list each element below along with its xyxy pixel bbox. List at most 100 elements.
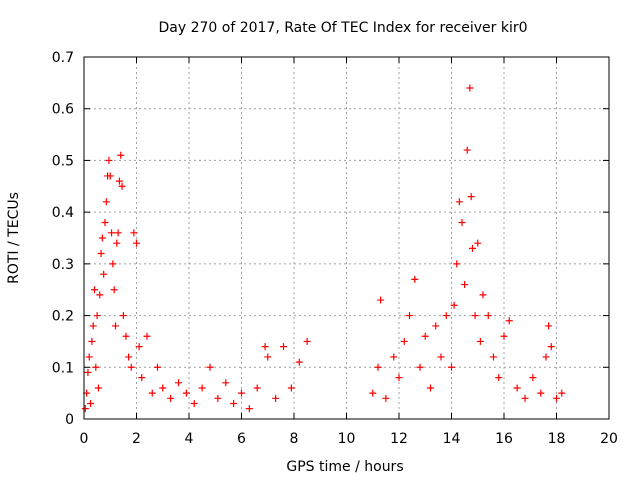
data-point [125,353,133,361]
y-tick-label: 0 [65,412,74,428]
data-point [110,286,118,294]
data-point [542,353,550,361]
data-point [466,84,474,92]
x-tick-label: 14 [443,431,461,447]
data-point [108,229,116,237]
data-point [206,363,214,371]
data-point [222,379,230,387]
data-point [114,229,122,237]
data-point [455,198,463,206]
data-point [175,379,182,387]
data-point [154,363,161,371]
data-point [182,389,190,397]
data-point [529,374,537,382]
data-point [119,312,127,320]
data-point [117,151,125,159]
x-tick-label: 16 [495,431,513,447]
data-point [133,239,140,247]
data-point [238,389,245,397]
data-point [84,368,92,376]
data-point [467,193,475,201]
data-point [135,343,143,351]
data-point [100,270,108,278]
x-tick-label: 4 [185,431,194,447]
data-point [479,291,487,299]
y-tick-label: 0.6 [52,102,74,118]
data-point [450,301,458,309]
data-point [280,343,287,351]
data-point [406,312,413,320]
data-point [113,239,121,247]
data-point [93,312,101,320]
data-point [101,218,109,226]
data-point [495,374,503,382]
data-point [127,363,135,371]
y-tick-label: 0.7 [52,50,74,66]
data-point [558,389,566,397]
data-point [545,322,553,330]
data-point [214,394,222,402]
data-point [261,343,269,351]
data-point [89,322,97,330]
data-point [537,389,545,397]
data-point [463,146,471,154]
plot-frame [83,56,610,420]
data-point [88,337,96,345]
y-tick-label: 0.1 [52,360,74,376]
data-point [143,332,151,340]
data-point [513,384,521,392]
data-point [469,244,476,252]
data-point [500,332,508,340]
data-point [245,405,253,413]
data-point [272,394,280,402]
x-tick-label: 20 [600,431,618,447]
data-point [369,389,377,397]
data-point [159,384,167,392]
y-tick-label: 0.5 [52,153,74,169]
data-point [476,337,484,345]
data-point [458,218,466,226]
data-point [81,405,89,413]
data-point [382,394,390,402]
data-point [377,296,385,304]
data-point [92,363,100,371]
data-point [97,250,105,258]
data-point [432,322,440,330]
data-point [437,353,445,361]
data-point [105,156,113,164]
data-point [390,353,398,361]
data-point [374,363,382,371]
data-point [96,291,104,299]
data-point [167,394,175,402]
data-point [115,177,123,185]
x-tick-label: 10 [338,431,356,447]
data-point [400,337,408,345]
y-axis-label: ROTI / TECUs [6,192,22,284]
y-tick-label: 0.3 [52,257,74,273]
y-tick-label: 0.2 [52,309,74,325]
x-tick-label: 2 [132,431,141,447]
chart-title: Day 270 of 2017, Rate Of TEC Index for r… [158,20,527,36]
data-point [102,198,110,206]
data-point [98,234,106,242]
data-point [442,312,450,320]
x-axis-label: GPS time / hours [286,459,403,475]
data-point [411,275,419,283]
data-point [85,353,93,361]
data-point [416,363,424,371]
y-tick-label: 0.4 [52,205,74,221]
data-point [461,281,469,289]
data-point [106,172,114,180]
data-point [198,384,206,392]
data-point [474,239,482,247]
data-point [521,394,529,402]
data-points [81,84,566,413]
data-point [448,363,455,371]
x-tick-label: 12 [390,431,408,447]
data-point [427,384,434,392]
data-point [87,399,95,407]
data-point [112,322,119,330]
data-point [148,389,156,397]
data-point [138,374,146,382]
data-point [471,312,479,320]
